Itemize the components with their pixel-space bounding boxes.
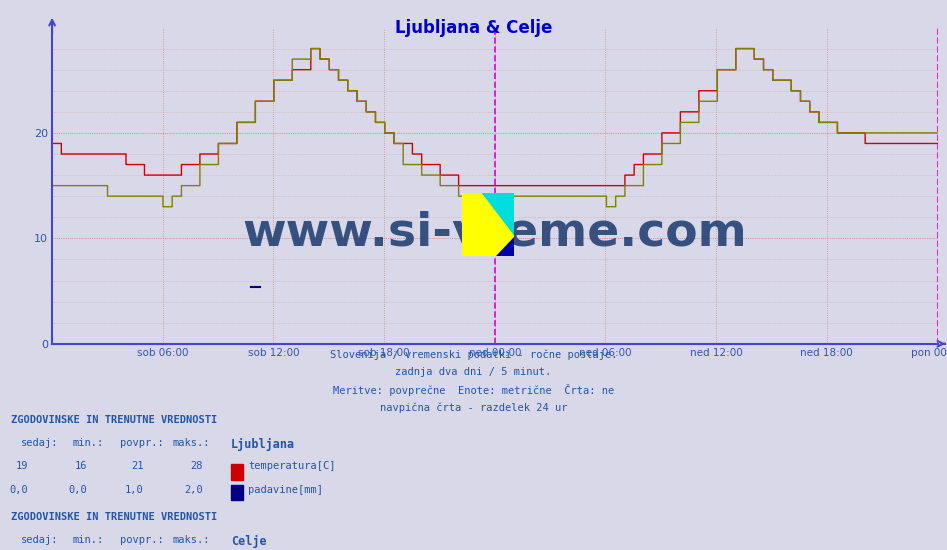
Text: 28: 28	[190, 461, 203, 471]
Text: sedaj:: sedaj:	[21, 535, 59, 544]
Text: maks.:: maks.:	[172, 438, 210, 448]
Text: 0,0: 0,0	[9, 485, 28, 494]
Text: 16: 16	[75, 461, 87, 471]
Text: min.:: min.:	[73, 438, 104, 448]
Text: povpr.:: povpr.:	[120, 438, 164, 448]
Text: ZGODOVINSKE IN TRENUTNE VREDNOSTI: ZGODOVINSKE IN TRENUTNE VREDNOSTI	[11, 415, 218, 425]
Text: Slovenija / vremenski podatki - ročne postaje.: Slovenija / vremenski podatki - ročne po…	[330, 349, 617, 360]
Text: 1,0: 1,0	[125, 485, 144, 494]
Text: navpična črta - razdelek 24 ur: navpična črta - razdelek 24 ur	[380, 402, 567, 412]
Text: maks.:: maks.:	[172, 535, 210, 544]
Text: 19: 19	[16, 461, 28, 471]
Polygon shape	[480, 192, 514, 236]
Text: 21: 21	[132, 461, 144, 471]
Polygon shape	[462, 192, 514, 256]
Text: www.si-vreme.com: www.si-vreme.com	[242, 211, 747, 256]
Text: 2,0: 2,0	[184, 485, 203, 494]
Text: Meritve: povprečne  Enote: metrične  Črta: ne: Meritve: povprečne Enote: metrične Črta:…	[333, 384, 614, 397]
Text: povpr.:: povpr.:	[120, 535, 164, 544]
Text: Ljubljana: Ljubljana	[231, 438, 295, 452]
Text: 0,0: 0,0	[68, 485, 87, 494]
Text: Ljubljana & Celje: Ljubljana & Celje	[395, 19, 552, 37]
Text: padavine[mm]: padavine[mm]	[248, 485, 323, 494]
Text: ZGODOVINSKE IN TRENUTNE VREDNOSTI: ZGODOVINSKE IN TRENUTNE VREDNOSTI	[11, 512, 218, 521]
Text: min.:: min.:	[73, 535, 104, 544]
Text: temperatura[C]: temperatura[C]	[248, 461, 335, 471]
Text: zadnja dva dni / 5 minut.: zadnja dva dni / 5 minut.	[396, 367, 551, 377]
Text: Celje: Celje	[231, 535, 267, 548]
Text: sedaj:: sedaj:	[21, 438, 59, 448]
Polygon shape	[496, 236, 514, 256]
